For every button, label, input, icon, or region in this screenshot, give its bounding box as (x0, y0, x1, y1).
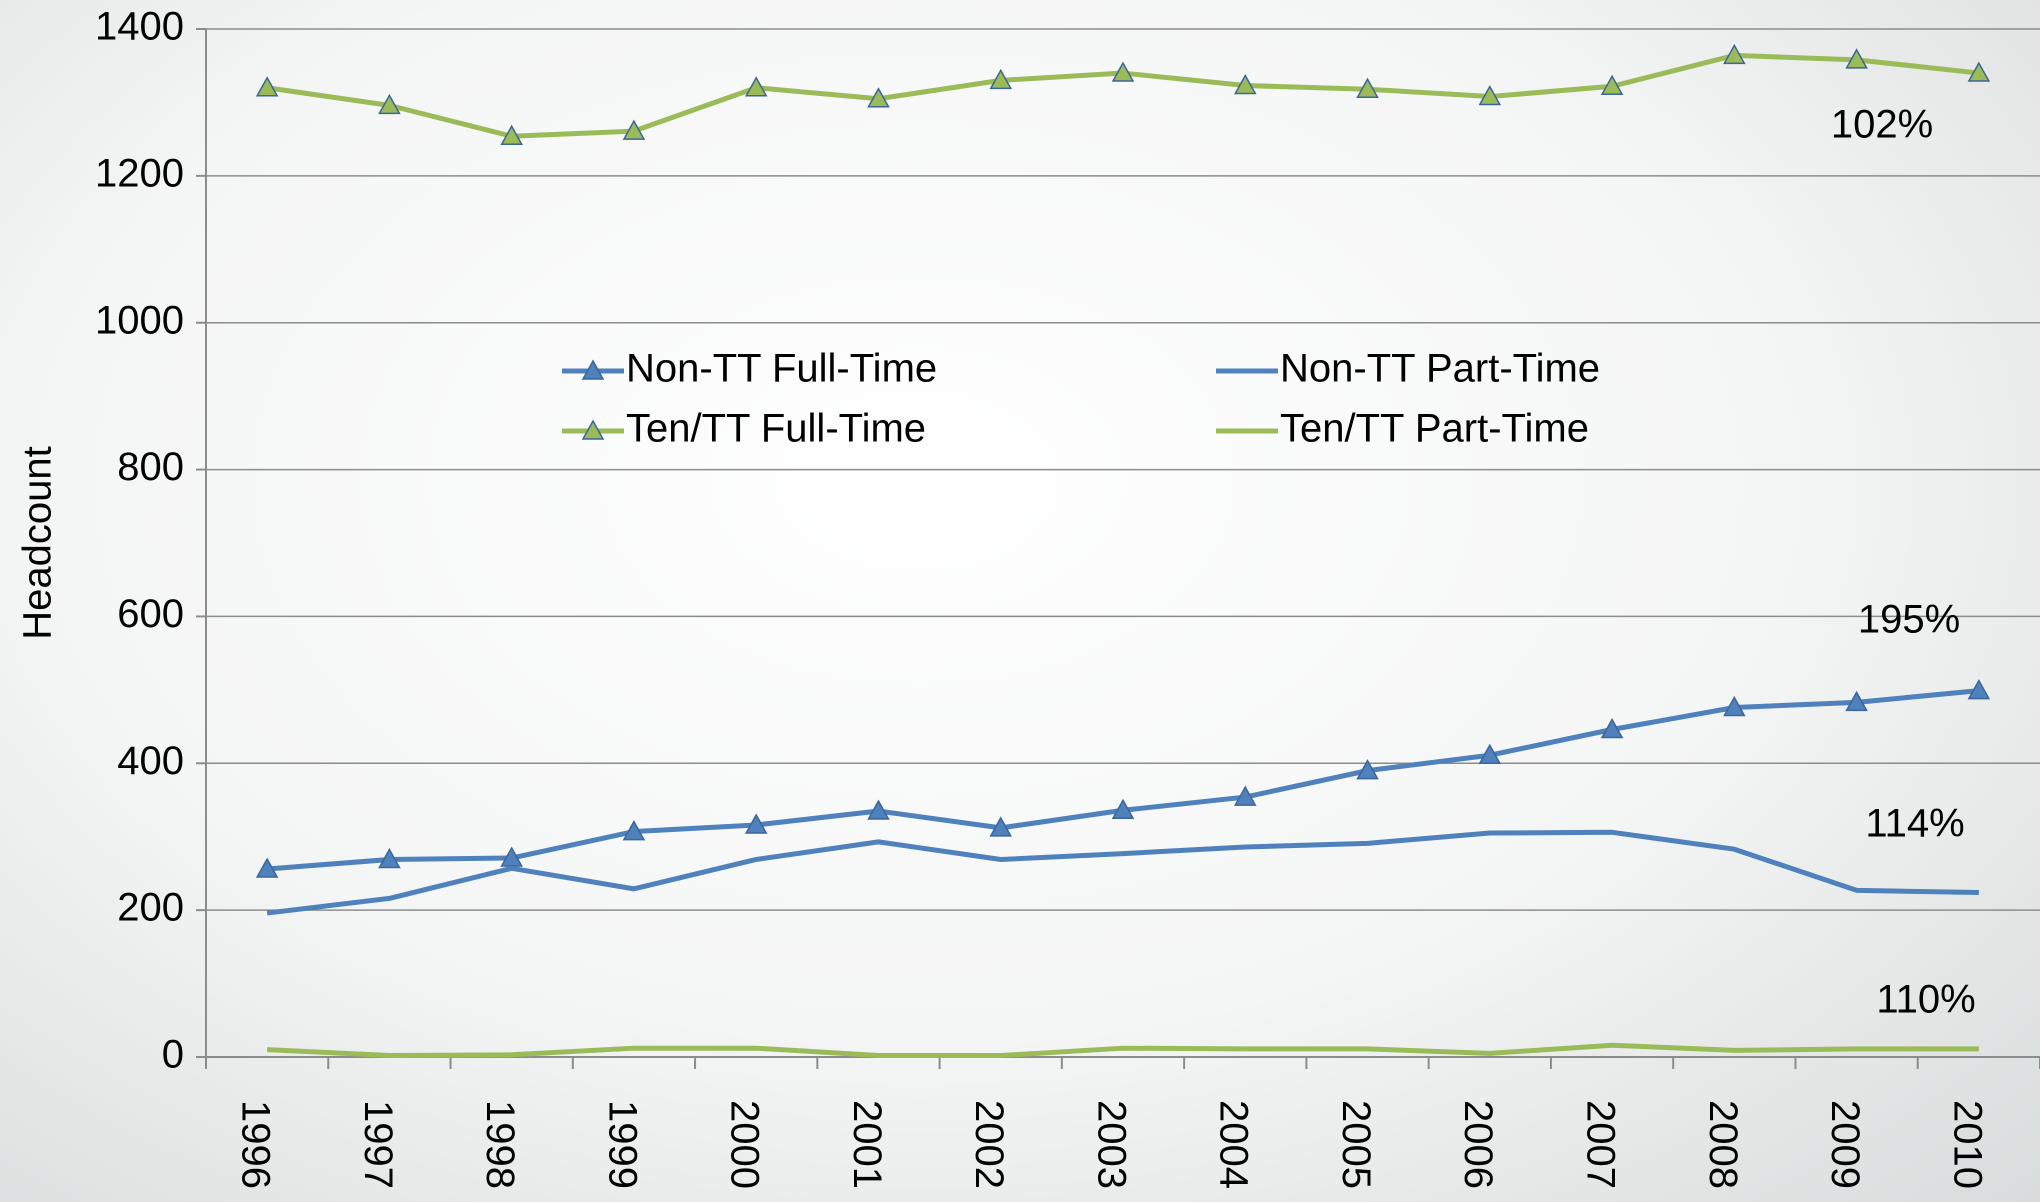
marker (1845, 48, 1868, 69)
x-tick-label: 2009 (1823, 1100, 1867, 1189)
marker (622, 820, 646, 841)
x-tick-label: 2001 (845, 1100, 889, 1189)
legend-marker (581, 419, 605, 440)
marker (1478, 85, 1502, 106)
x-tick-label: 2007 (1579, 1100, 1623, 1189)
marker (1600, 717, 1624, 739)
marker (989, 68, 1013, 90)
x-tick-label: 2010 (1945, 1100, 1989, 1189)
y-tick-label: 800 (117, 445, 184, 489)
legend-marker (581, 359, 605, 380)
annotation: 195% (1858, 598, 1960, 642)
x-tick-label: 2006 (1456, 1100, 1500, 1189)
y-tick-label: 200 (117, 886, 184, 930)
y-tick-label: 1400 (95, 5, 184, 49)
marker (1356, 759, 1379, 780)
x-tick-label: 1996 (234, 1100, 278, 1189)
x-tick-label: 2002 (967, 1100, 1011, 1189)
marker (255, 857, 279, 878)
annotation: 114% (1865, 802, 1964, 846)
y-tick-label: 0 (162, 1033, 184, 1077)
marker (867, 87, 890, 108)
marker (1845, 690, 1868, 712)
x-tick-label: 2005 (1334, 1100, 1378, 1189)
x-tick-label: 1998 (478, 1100, 522, 1189)
x-tick-label: 1999 (600, 1100, 644, 1189)
marker (1478, 743, 1502, 764)
y-tick-label: 600 (117, 592, 184, 636)
marker (744, 813, 768, 834)
marker (1723, 695, 1746, 717)
marker (622, 119, 646, 140)
marker (744, 76, 768, 97)
series-line (266, 688, 1980, 872)
legend-label: Non-TT Full-Time (626, 347, 937, 391)
x-tick-label: 2008 (1701, 1100, 1745, 1189)
annotation: 102% (1831, 103, 1933, 147)
marker (1600, 74, 1624, 96)
marker (255, 76, 279, 97)
marker (378, 847, 401, 869)
marker (867, 799, 890, 820)
marker (378, 93, 401, 115)
marker (1233, 73, 1257, 95)
marker (1723, 43, 1746, 65)
marker (1356, 77, 1379, 98)
marker (1233, 785, 1257, 806)
legend-label: Ten/TT Full-Time (626, 407, 926, 451)
x-tick-label: 2003 (1089, 1100, 1133, 1189)
y-tick-label: 400 (117, 739, 184, 783)
y-tick-label: 1200 (95, 151, 184, 195)
marker (1111, 61, 1135, 82)
series-line (266, 829, 1979, 916)
legend-label: Ten/TT Part-Time (1280, 407, 1589, 451)
legend-label: Non-TT Part-Time (1280, 347, 1600, 391)
x-tick-label: 2000 (723, 1100, 767, 1189)
marker (1967, 679, 1991, 700)
marker (500, 124, 523, 145)
x-tick-label: 1997 (356, 1100, 400, 1189)
y-tick-label: 1000 (95, 298, 184, 342)
x-tick-label: 2004 (1212, 1100, 1256, 1189)
marker (1111, 798, 1135, 820)
marker (1967, 61, 1991, 82)
marker (989, 816, 1013, 837)
y-axis-label: Headcount (16, 446, 60, 639)
series-line (267, 1042, 1979, 1059)
annotation: 110% (1876, 978, 1975, 1022)
